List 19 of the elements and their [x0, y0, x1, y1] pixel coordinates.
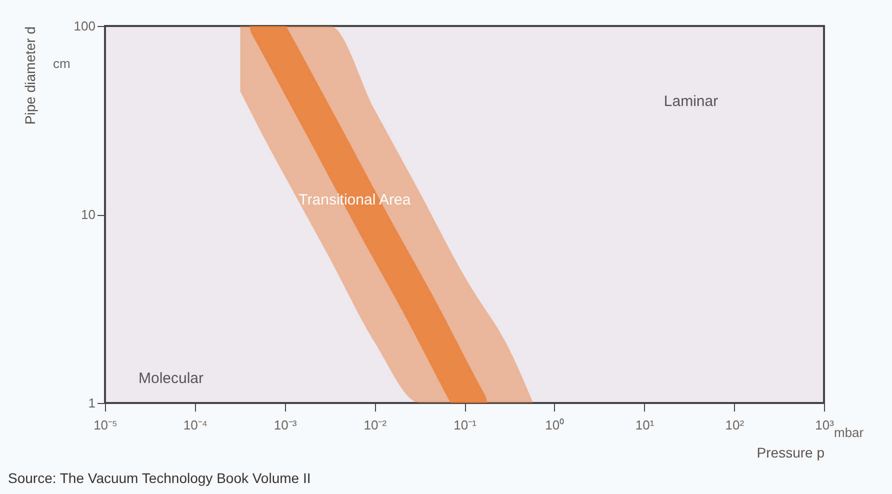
text: cm — [53, 56, 70, 71]
x-tick-label: 10⁻⁴ — [183, 418, 208, 432]
x-tick-label: 10⁻⁵ — [94, 418, 118, 432]
x-tick-label: 10¹ — [635, 418, 655, 432]
annotation: Molecular — [138, 370, 204, 387]
y-axis-title: Pipe diameter d — [22, 26, 38, 125]
x-tick-label: 10⁰ — [545, 418, 565, 432]
x-tick-label: 10⁻² — [364, 418, 388, 432]
y-tick-label: 100 — [74, 18, 96, 34]
x-tick-label: 10² — [725, 418, 745, 432]
annotation: Laminar — [664, 93, 718, 110]
x-tick-label: 10⁻³ — [274, 418, 298, 432]
y-tick-label: 10 — [81, 207, 96, 222]
source-note: Source: The Vacuum Technology Book Volume II — [8, 470, 311, 486]
x-tick-label: 10³ — [815, 418, 835, 432]
x-axis-title: Pressure p — [756, 444, 825, 460]
x-tick-label: 10⁻¹ — [454, 418, 478, 432]
text: mbar — [834, 425, 864, 440]
y-tick-label: 1 — [88, 396, 96, 410]
